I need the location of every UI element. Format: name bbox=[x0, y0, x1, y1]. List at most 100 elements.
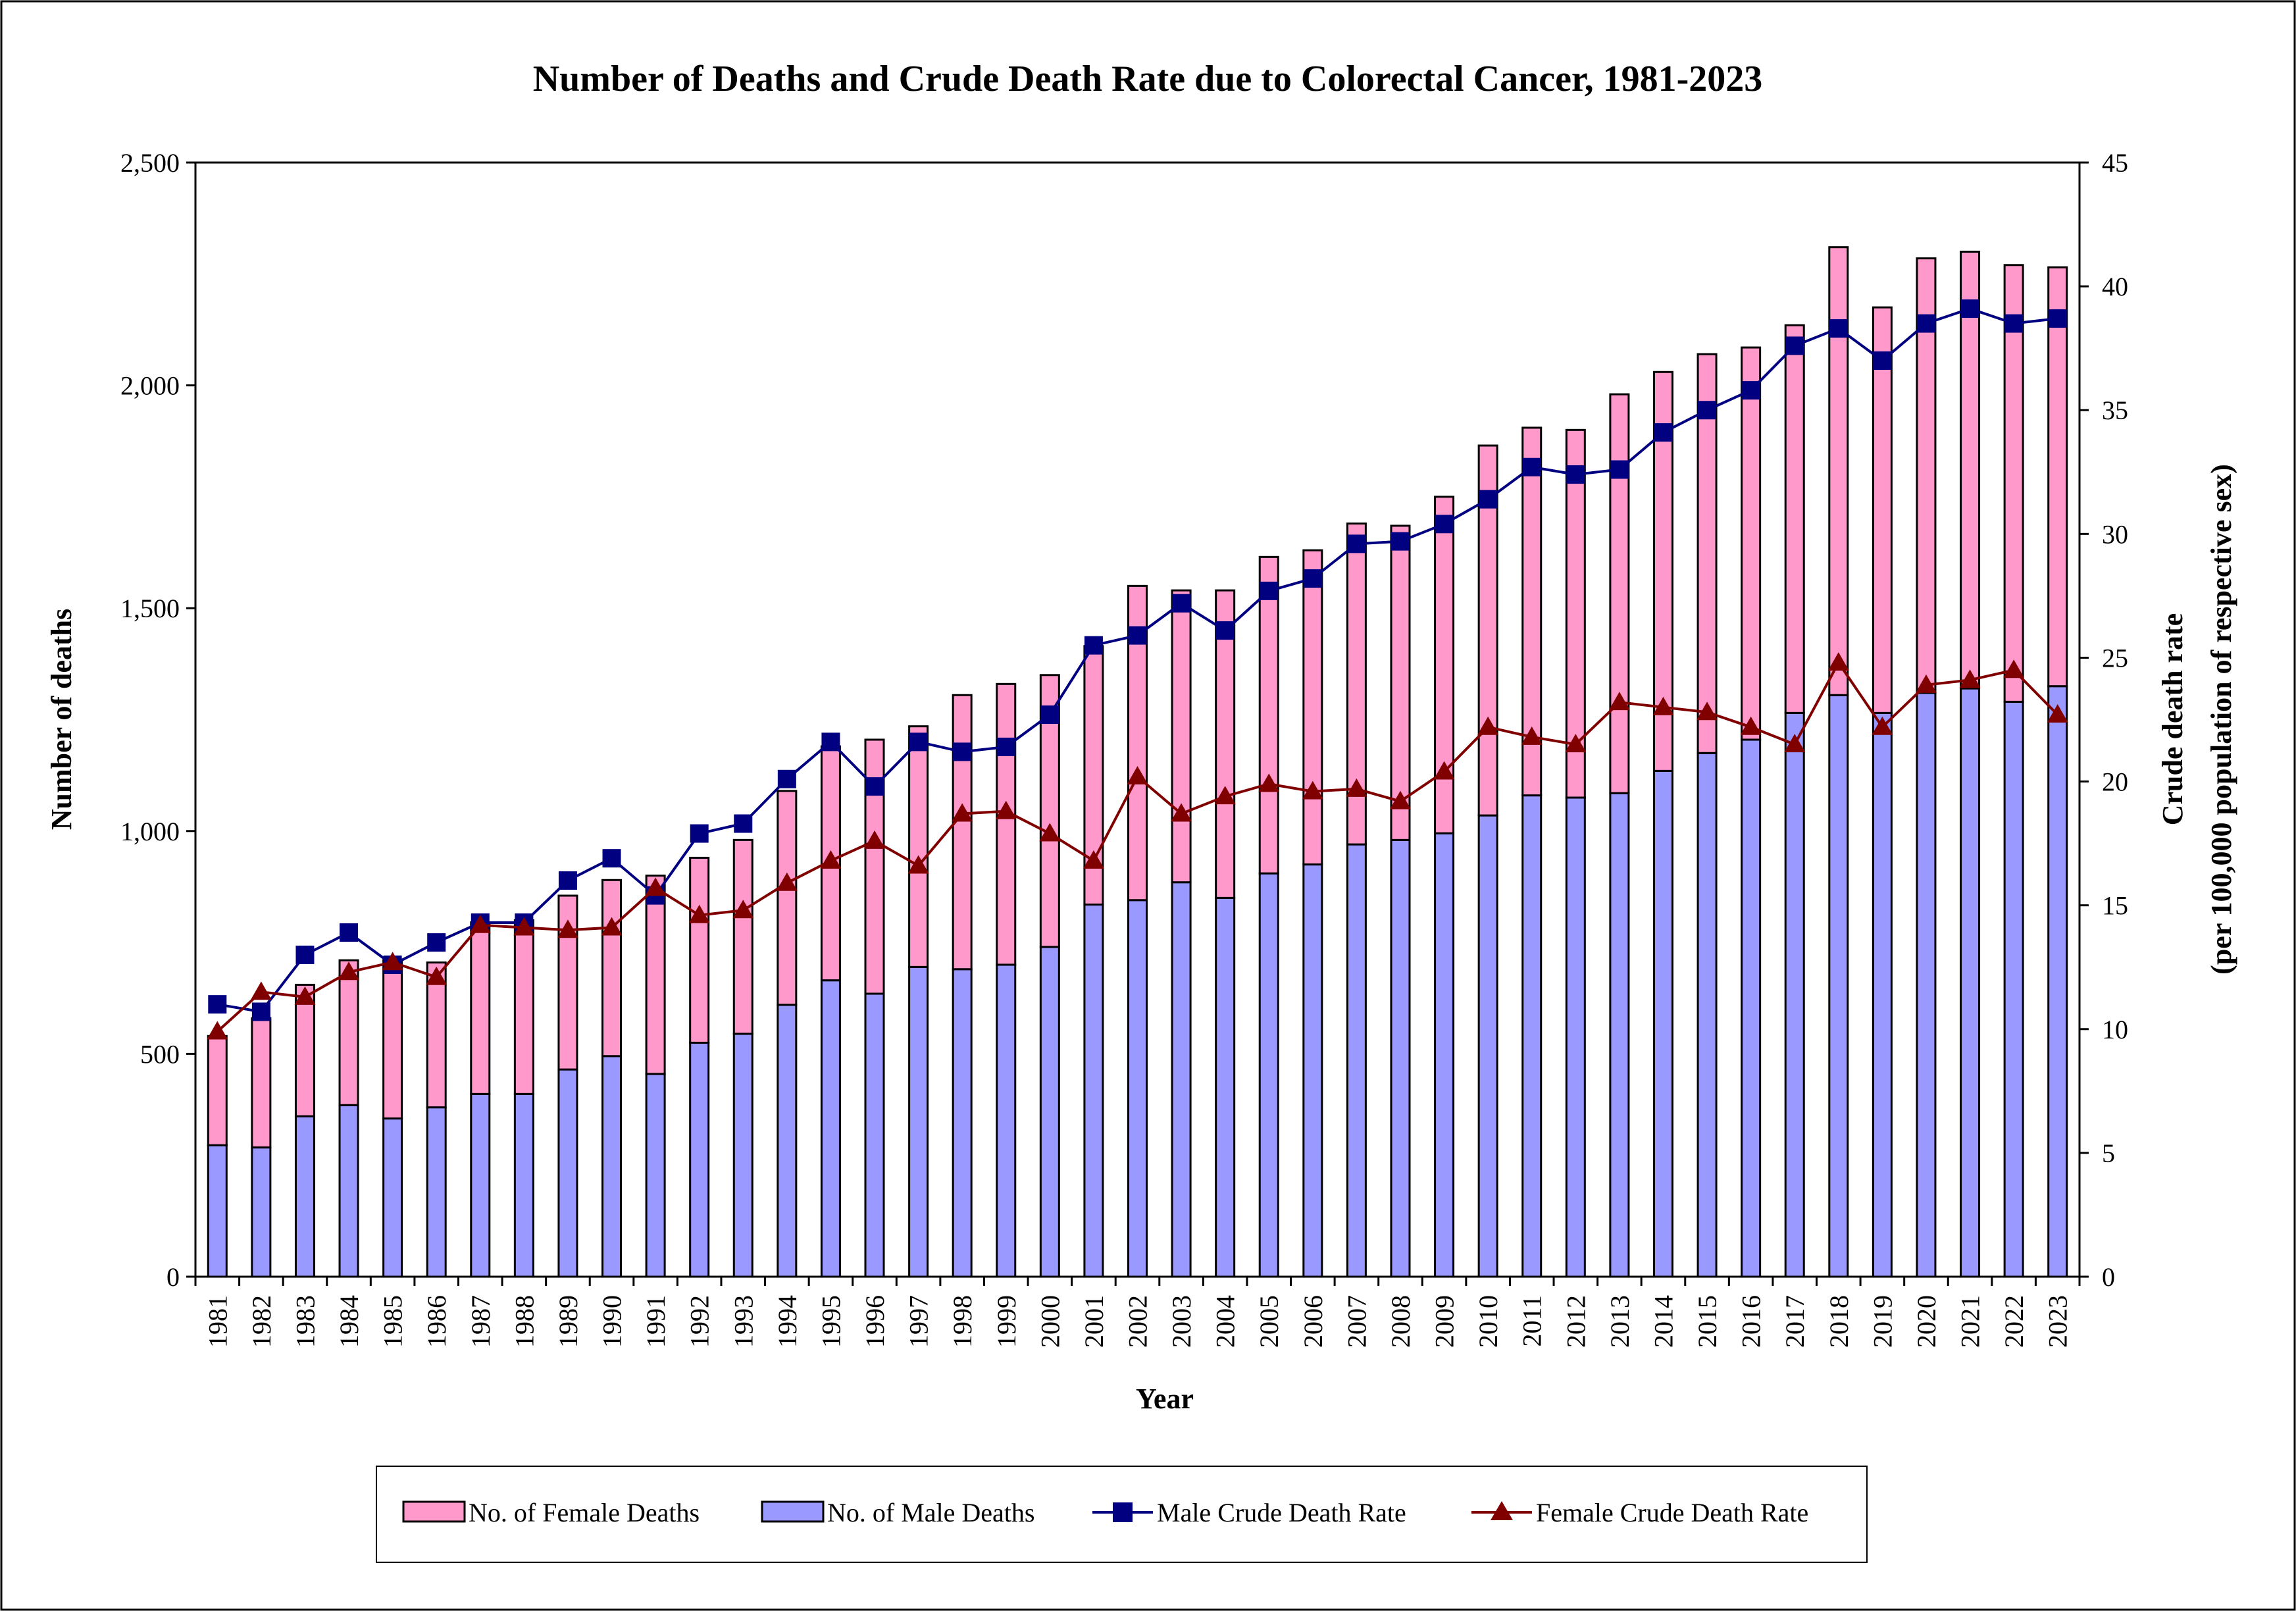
x-tick-label-2014: 2014 bbox=[1649, 1295, 1679, 1348]
bar-male-2021 bbox=[1960, 687, 1981, 1278]
female-rate-point-1995 bbox=[820, 850, 842, 869]
male-rate-point-1984 bbox=[340, 923, 359, 942]
x-tick-label-2011: 2011 bbox=[1518, 1295, 1547, 1347]
male-rate-point-2023 bbox=[2048, 309, 2067, 328]
bar-male-1996 bbox=[864, 992, 885, 1278]
male-rate-point-1983 bbox=[295, 945, 315, 964]
x-tick-label-1999: 1999 bbox=[992, 1295, 1021, 1348]
female-rate-point-1992 bbox=[688, 904, 710, 923]
female-rate-point-1990 bbox=[601, 917, 623, 936]
female-rate-point-2006 bbox=[1302, 780, 1323, 800]
female-rate-point-2023 bbox=[2047, 703, 2068, 723]
bar-female-1985 bbox=[382, 959, 403, 1120]
male-rate-point-1981 bbox=[208, 995, 227, 1014]
female-rate-point-1994 bbox=[776, 872, 798, 891]
x-tick-label-2016: 2016 bbox=[1737, 1295, 1766, 1348]
x-tick-label-1988: 1988 bbox=[509, 1295, 539, 1348]
bar-male-2009 bbox=[1434, 832, 1455, 1278]
female-rate-point-1983 bbox=[294, 986, 316, 1005]
female-rate-point-1981 bbox=[207, 1021, 228, 1040]
x-tick-label-1987: 1987 bbox=[466, 1295, 496, 1348]
female-rate-point-1991 bbox=[645, 877, 667, 896]
female-rate-point-2000 bbox=[1039, 823, 1061, 842]
male-rate-point-2003 bbox=[1172, 594, 1191, 613]
y-tick-label-0: 0 bbox=[166, 1262, 180, 1292]
chart-title: Number of Deaths and Crude Death Rate du… bbox=[533, 59, 1763, 99]
female-rate-point-2021 bbox=[1959, 669, 1981, 688]
legend-swatch-female-deaths bbox=[402, 1500, 466, 1523]
x-tick-label-2001: 2001 bbox=[1079, 1295, 1109, 1348]
bar-female-2016 bbox=[1741, 346, 1762, 741]
bar-female-2022 bbox=[2003, 264, 2024, 703]
y2-tick-label-30: 30 bbox=[2102, 519, 2128, 549]
bar-female-2013 bbox=[1609, 393, 1630, 794]
bar-male-1995 bbox=[820, 979, 841, 1278]
male-rate-point-1986 bbox=[427, 933, 446, 952]
female-rate-point-2002 bbox=[1127, 766, 1148, 785]
bar-male-1987 bbox=[470, 1092, 491, 1278]
male-rate-point-2000 bbox=[1040, 705, 1059, 724]
bar-male-2019 bbox=[1872, 711, 1893, 1278]
x-tick-label-1984: 1984 bbox=[334, 1295, 364, 1348]
bar-male-2003 bbox=[1171, 881, 1192, 1278]
female-rate-point-2013 bbox=[1608, 692, 1630, 711]
bar-female-2008 bbox=[1390, 524, 1411, 841]
x-tick-label-1983: 1983 bbox=[291, 1295, 320, 1348]
bar-female-1983 bbox=[294, 983, 315, 1117]
male-rate-point-1989 bbox=[558, 871, 577, 890]
bar-female-2017 bbox=[1784, 324, 1805, 714]
x-tick-label-2023: 2023 bbox=[2043, 1295, 2073, 1348]
x-tick-label-1981: 1981 bbox=[203, 1295, 232, 1348]
x-tick-label-1996: 1996 bbox=[860, 1295, 890, 1348]
y2-tick-label-25: 25 bbox=[2102, 643, 2128, 673]
x-tick-label-1998: 1998 bbox=[948, 1295, 977, 1348]
male-rate-point-1997 bbox=[909, 732, 928, 752]
bar-female-2021 bbox=[1960, 250, 1981, 690]
legend: No. of Female Deaths No. of Male Deaths … bbox=[376, 1466, 1868, 1563]
x-tick-label-2019: 2019 bbox=[1868, 1295, 1897, 1348]
bar-male-2013 bbox=[1609, 792, 1630, 1278]
x-tick-label-1989: 1989 bbox=[553, 1295, 583, 1348]
male-rate-point-2004 bbox=[1215, 621, 1235, 640]
male-rate-point-2006 bbox=[1303, 569, 1322, 588]
female-rate-point-1999 bbox=[995, 800, 1017, 819]
female-rate-point-1996 bbox=[864, 830, 886, 849]
male-rate-point-1994 bbox=[777, 769, 796, 788]
bar-male-2016 bbox=[1741, 738, 1762, 1278]
male-rate-point-2011 bbox=[1522, 457, 1541, 476]
x-tick-label-1986: 1986 bbox=[422, 1295, 451, 1348]
female-rate-point-2001 bbox=[1083, 850, 1104, 869]
female-rate-point-2010 bbox=[1477, 716, 1499, 735]
bar-male-2002 bbox=[1127, 899, 1148, 1278]
bar-female-2018 bbox=[1828, 246, 1849, 696]
legend-label-female-rate: Female Crude Death Rate bbox=[1536, 1498, 1808, 1527]
bar-male-2010 bbox=[1477, 814, 1498, 1278]
bars-layer bbox=[207, 246, 2068, 1278]
male-rate-point-2017 bbox=[1785, 336, 1804, 355]
x-tick-label-2013: 2013 bbox=[1605, 1295, 1635, 1348]
female-rate-point-1989 bbox=[557, 919, 578, 938]
male-rate-point-1999 bbox=[996, 737, 1015, 756]
bar-male-1986 bbox=[426, 1106, 447, 1278]
bar-female-1992 bbox=[689, 856, 710, 1044]
bar-male-1992 bbox=[689, 1041, 710, 1278]
female-rate-point-2019 bbox=[1872, 716, 1893, 735]
x-tick-label-2005: 2005 bbox=[1254, 1295, 1284, 1348]
y2-axis-title-line2: (per 100,000 population of respective se… bbox=[2205, 464, 2237, 975]
y-axis-title: Number of deaths bbox=[45, 609, 78, 831]
y2-tick-label-5: 5 bbox=[2102, 1138, 2115, 1168]
y-tick-label-2000: 2,000 bbox=[120, 371, 180, 401]
x-tick-label-2020: 2020 bbox=[1912, 1295, 1941, 1348]
female-rate-point-2004 bbox=[1214, 786, 1236, 805]
male-rate-point-2018 bbox=[1829, 319, 1848, 338]
male-rate-point-1998 bbox=[953, 742, 972, 761]
x-axis-title: Year bbox=[1136, 1383, 1194, 1415]
y-axis-right: 0 5 10 15 20 25 30 35 40 45 bbox=[2079, 148, 2128, 1292]
x-tick-label-1997: 1997 bbox=[904, 1295, 934, 1348]
bar-male-1994 bbox=[777, 1004, 798, 1278]
x-tick-label-1994: 1994 bbox=[773, 1295, 802, 1348]
bar-male-2015 bbox=[1696, 752, 1718, 1278]
female-rate-point-2015 bbox=[1696, 702, 1718, 721]
male-rate-point-2007 bbox=[1347, 534, 1366, 553]
